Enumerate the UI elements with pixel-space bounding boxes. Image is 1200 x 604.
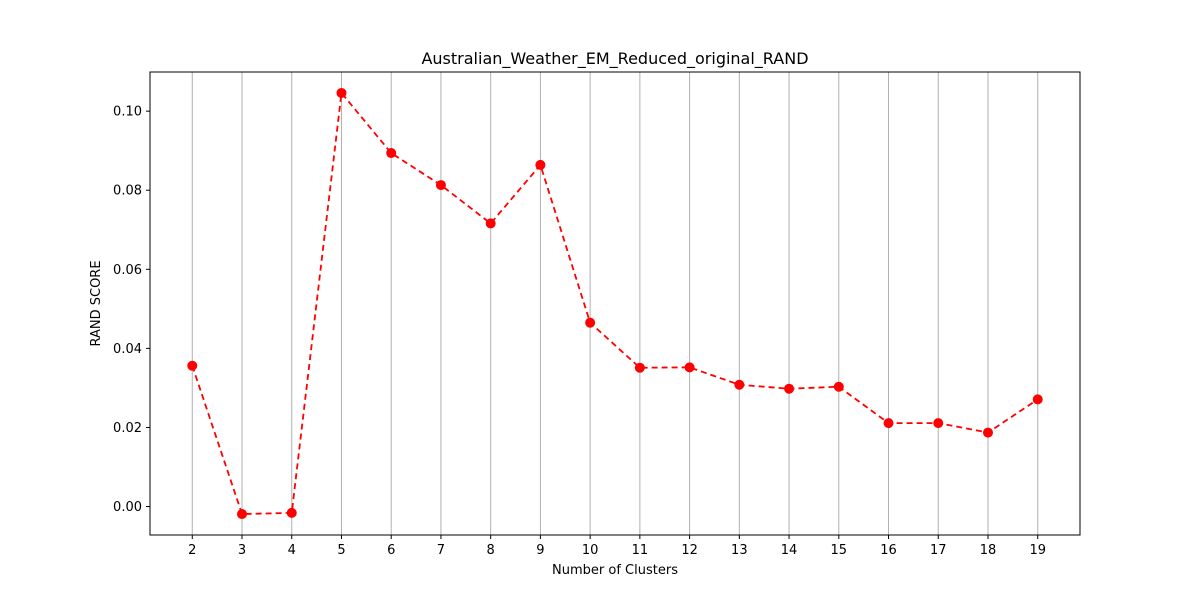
- data-point: [585, 317, 596, 328]
- data-point: [684, 362, 695, 373]
- x-axis-label: Number of Clusters: [552, 563, 678, 578]
- chart-title: Australian_Weather_EM_Reduced_original_R…: [421, 49, 808, 69]
- plot-area-frame: [149, 71, 1081, 536]
- x-tick-label: 13: [731, 543, 748, 558]
- x-tick-label: 7: [437, 543, 445, 558]
- x-axis-ticks: 2 3 4 5 6 7 8 9 10 11 12 13 14 15 16 17 18 19: [188, 535, 1046, 558]
- data-point: [833, 381, 844, 392]
- y-axis-label: RAND SCORE: [89, 260, 104, 346]
- x-tick-label: 6: [387, 543, 395, 558]
- x-tick-label: 3: [238, 543, 246, 558]
- x-tick-label: 5: [337, 543, 345, 558]
- data-point: [187, 360, 198, 371]
- y-tick-label: 0.04: [113, 342, 142, 357]
- data-point: [386, 148, 397, 159]
- x-tick-label: 14: [781, 543, 798, 558]
- data-point: [883, 418, 894, 429]
- x-tick-label: 19: [1029, 543, 1046, 558]
- x-tick-label: 15: [831, 543, 848, 558]
- x-tick-label: 17: [930, 543, 947, 558]
- x-tick-label: 10: [582, 543, 599, 558]
- x-tick-label: 18: [980, 543, 997, 558]
- data-point: [535, 159, 546, 170]
- data-point: [933, 418, 944, 429]
- data-point: [634, 362, 645, 373]
- x-tick-label: 11: [632, 543, 649, 558]
- data-point: [237, 509, 248, 520]
- y-axis-ticks: 0.00 0.02 0.04 0.06 0.08 0.10: [113, 105, 150, 515]
- data-point: [734, 379, 745, 390]
- y-tick-label: 0.06: [113, 263, 142, 278]
- data-point: [1032, 394, 1043, 405]
- grid-lines: [191, 72, 1039, 535]
- y-tick-label: 0.08: [113, 184, 142, 199]
- x-tick-label: 12: [681, 543, 698, 558]
- x-tick-label: 16: [880, 543, 897, 558]
- data-point: [435, 180, 446, 191]
- y-tick-label: 0.02: [113, 421, 142, 436]
- x-tick-label: 8: [487, 543, 495, 558]
- x-tick-label: 4: [288, 543, 296, 558]
- y-tick-label: 0.00: [113, 500, 142, 515]
- y-tick-label: 0.10: [113, 105, 142, 120]
- series-line: [191, 90, 1039, 515]
- data-point: [336, 87, 347, 98]
- x-tick-label: 9: [536, 543, 544, 558]
- x-tick-label: 2: [188, 543, 196, 558]
- data-point: [485, 218, 496, 229]
- series-layer: [187, 87, 1043, 520]
- data-point: [982, 427, 993, 438]
- data-point: [286, 507, 297, 518]
- data-point: [784, 383, 795, 394]
